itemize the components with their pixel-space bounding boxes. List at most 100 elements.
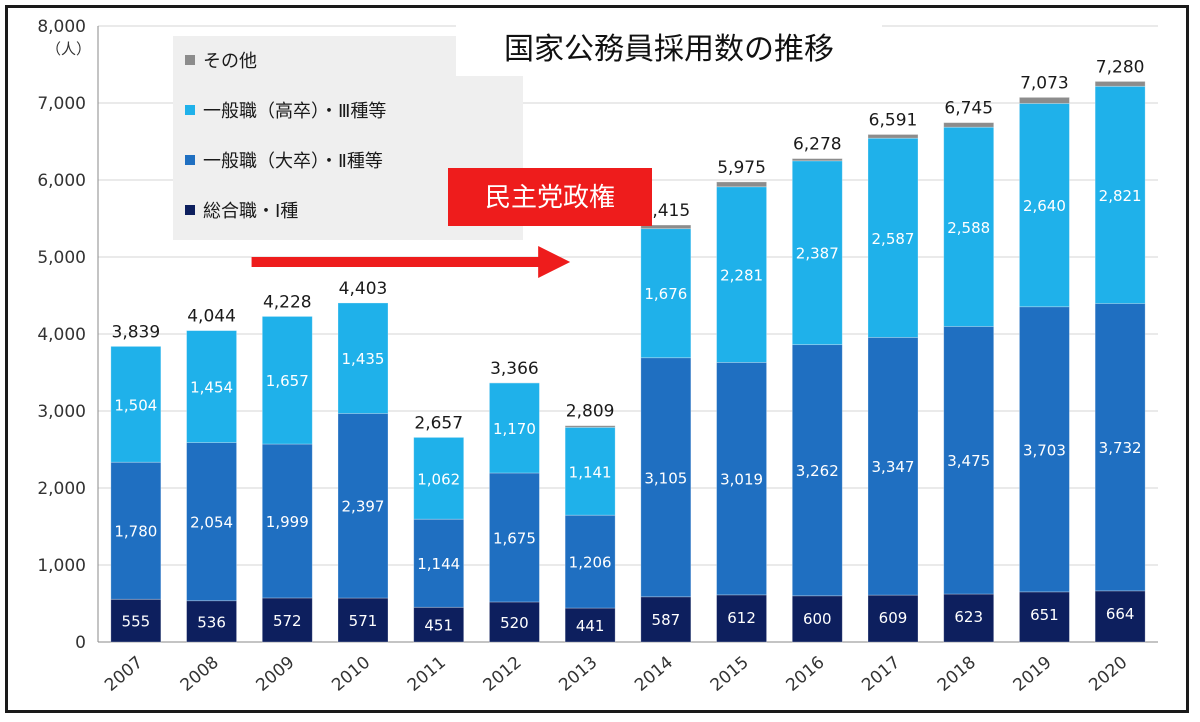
y-tick-label: 0 bbox=[75, 633, 86, 653]
bar-segment bbox=[791, 160, 843, 346]
legend-swatch bbox=[185, 155, 195, 165]
x-tick-label: 2013 bbox=[555, 653, 601, 696]
bar-segment bbox=[640, 224, 692, 230]
bar-segment bbox=[716, 181, 767, 188]
bar-data-label: 1,454 bbox=[190, 379, 233, 397]
bar-data-label: 2,587 bbox=[872, 230, 915, 248]
bar-total-label: 7,073 bbox=[1020, 73, 1069, 93]
x-tick-label: 2009 bbox=[253, 653, 299, 696]
bar-segment bbox=[337, 302, 389, 414]
x-tick-label: 2014 bbox=[631, 653, 677, 696]
bar-data-label: 664 bbox=[1106, 605, 1135, 623]
x-tick-label: 2012 bbox=[480, 653, 526, 696]
bar-segment bbox=[110, 345, 162, 463]
bar-data-label: 600 bbox=[803, 610, 832, 628]
bar-data-label: 1,780 bbox=[114, 523, 157, 541]
bar-segment bbox=[413, 437, 465, 520]
bar-segment bbox=[1019, 96, 1070, 104]
bar-segment bbox=[791, 595, 843, 643]
bar-segment bbox=[716, 362, 767, 596]
title-backing bbox=[456, 20, 882, 76]
x-tick-label: 2015 bbox=[707, 653, 753, 696]
bar-total-label: 4,044 bbox=[187, 307, 236, 327]
bar-total-label: 4,228 bbox=[263, 292, 312, 312]
x-tick-label: 2010 bbox=[328, 653, 374, 696]
bar-segment bbox=[1094, 590, 1146, 643]
bar-data-label: 609 bbox=[879, 609, 908, 627]
bar-data-label: 1,170 bbox=[493, 420, 536, 438]
x-tick-label: 2018 bbox=[934, 653, 980, 696]
bar-segment bbox=[867, 137, 919, 338]
bar-total-label: 7,280 bbox=[1096, 57, 1145, 77]
bar-total-label: 4,403 bbox=[339, 279, 388, 299]
bar-segment bbox=[716, 594, 767, 643]
bar-segment bbox=[640, 357, 692, 598]
bar-total-label: 3,366 bbox=[490, 359, 539, 379]
y-tick-label: 8,000 bbox=[37, 17, 86, 37]
x-tick-label: 2008 bbox=[177, 653, 223, 696]
legend-swatch bbox=[185, 55, 195, 65]
bar-segment bbox=[1094, 303, 1146, 592]
bar-segment bbox=[337, 413, 389, 599]
bar-data-label: 2,281 bbox=[720, 267, 763, 285]
bar-segment bbox=[943, 126, 995, 327]
bar-segment bbox=[791, 158, 843, 162]
bar-segment bbox=[640, 228, 692, 359]
bar-segment bbox=[186, 600, 237, 643]
bar-data-label: 1,999 bbox=[266, 513, 309, 531]
y-unit-label: （人） bbox=[46, 40, 91, 58]
annotation-label: 民主党政権 bbox=[485, 183, 615, 213]
bar-data-label: 587 bbox=[652, 611, 681, 629]
bar-data-label: 2,588 bbox=[947, 219, 990, 237]
bar-total-label: 2,657 bbox=[414, 413, 463, 433]
bar-data-label: 520 bbox=[500, 614, 529, 632]
bar-data-label: 1,062 bbox=[417, 470, 460, 488]
bar-segment bbox=[186, 442, 237, 602]
bar-total-label: 6,745 bbox=[944, 99, 993, 119]
bar-segment bbox=[261, 316, 313, 445]
x-tick-label: 2011 bbox=[404, 653, 450, 696]
bar-data-label: 2,054 bbox=[190, 514, 233, 532]
bar-segment bbox=[1019, 591, 1070, 643]
bar-segment bbox=[716, 186, 767, 363]
y-tick-label: 7,000 bbox=[37, 94, 86, 114]
bar-data-label: 3,262 bbox=[796, 462, 839, 480]
bar-total-label: 6,278 bbox=[793, 135, 842, 155]
bar-segment bbox=[564, 607, 616, 643]
bar-data-label: 651 bbox=[1030, 606, 1059, 624]
bar-data-label: 536 bbox=[197, 613, 226, 631]
bar-segment bbox=[261, 443, 313, 599]
x-tick-label: 2007 bbox=[101, 653, 147, 696]
legend-label: その他 bbox=[203, 51, 257, 72]
bar-data-label: 612 bbox=[727, 609, 756, 627]
bar-segment bbox=[1019, 103, 1070, 308]
bar-data-label: 2,397 bbox=[342, 498, 385, 516]
bar-segment bbox=[337, 597, 389, 643]
legend-swatch bbox=[185, 105, 195, 115]
bar-data-label: 3,475 bbox=[947, 452, 990, 470]
bar-segment bbox=[1094, 81, 1146, 87]
y-tick-label: 3,000 bbox=[37, 402, 86, 422]
bar-data-label: 1,435 bbox=[342, 350, 385, 368]
y-tick-label: 6,000 bbox=[37, 171, 86, 191]
bar-data-label: 1,206 bbox=[569, 554, 612, 572]
bar-total-label: 5,415 bbox=[642, 201, 691, 221]
bar-data-label: 1,675 bbox=[493, 529, 536, 547]
legend-swatch bbox=[185, 205, 195, 215]
bar-total-label: 5,975 bbox=[717, 158, 766, 178]
bar-data-label: 3,019 bbox=[720, 471, 763, 489]
bar-data-label: 572 bbox=[273, 612, 302, 630]
chart-title: 国家公務員採用数の推移 bbox=[504, 32, 834, 67]
bar-data-label: 571 bbox=[349, 612, 378, 630]
bar-segment bbox=[867, 134, 919, 139]
y-tick-label: 1,000 bbox=[37, 556, 86, 576]
bar-data-label: 555 bbox=[122, 613, 151, 631]
bar-data-label: 3,347 bbox=[872, 458, 915, 476]
bar-segment bbox=[564, 426, 616, 516]
bar-total-label: 2,809 bbox=[566, 402, 615, 422]
bar-segment bbox=[186, 330, 237, 443]
bar-segment bbox=[564, 425, 616, 428]
bar-data-label: 2,821 bbox=[1099, 187, 1142, 205]
annotation-box bbox=[448, 168, 652, 226]
x-tick-label: 2016 bbox=[783, 653, 829, 696]
